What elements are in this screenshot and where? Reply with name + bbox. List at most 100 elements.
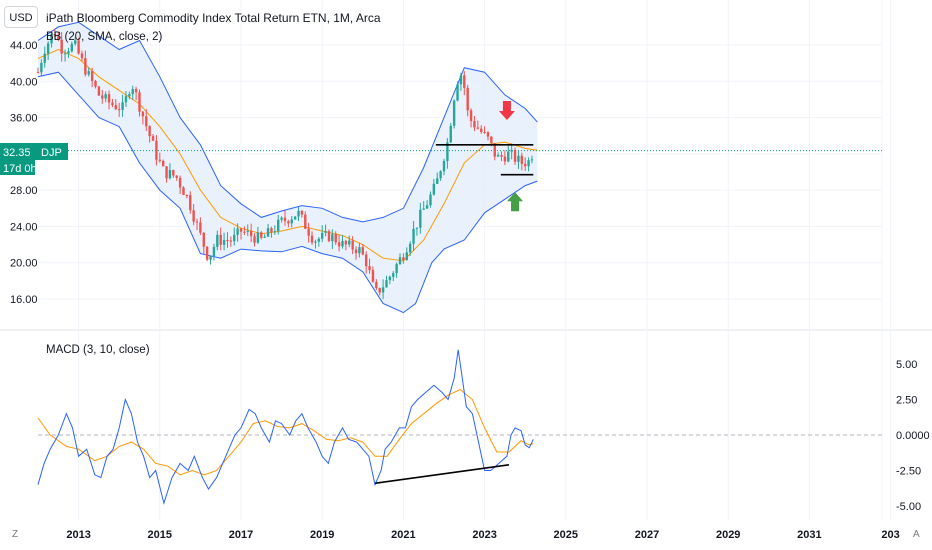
candle-body bbox=[94, 80, 97, 87]
candle-body bbox=[304, 214, 307, 229]
signal-line bbox=[37, 389, 534, 476]
price-tag-countdown: 17d 0h bbox=[3, 163, 37, 175]
candle-body bbox=[277, 219, 280, 232]
candle-body bbox=[503, 156, 507, 162]
candle-body bbox=[121, 102, 124, 110]
arrow-down-icon bbox=[498, 101, 515, 121]
macd-tick-label: 2.50 bbox=[896, 395, 917, 407]
candle-body bbox=[476, 127, 480, 129]
candle-body bbox=[148, 126, 151, 137]
drawings bbox=[435, 101, 534, 212]
candle-body bbox=[480, 128, 483, 132]
candle-body bbox=[249, 230, 253, 237]
candle-body bbox=[134, 88, 138, 93]
candle-body bbox=[524, 163, 527, 167]
candle-body bbox=[307, 228, 310, 236]
candle-body bbox=[219, 234, 222, 245]
candle-body bbox=[246, 230, 249, 232]
price-tag-value: 32.35 bbox=[3, 147, 31, 159]
candle-body bbox=[500, 155, 503, 157]
candle-body bbox=[408, 243, 412, 253]
candle-body bbox=[358, 247, 361, 254]
candle-body bbox=[483, 131, 486, 133]
candle-body bbox=[67, 51, 70, 54]
candle-body bbox=[216, 234, 219, 247]
candle-body bbox=[270, 228, 273, 233]
price-tick-label: 24.00 bbox=[10, 221, 38, 233]
candle-body bbox=[364, 254, 368, 267]
timezone-button[interactable]: Z bbox=[12, 529, 19, 540]
candle-body bbox=[442, 160, 446, 172]
candle-body bbox=[222, 240, 226, 245]
price-tick-label: 44.00 bbox=[10, 40, 38, 52]
candle-body bbox=[486, 132, 490, 137]
time-tick-label: 2015 bbox=[148, 529, 172, 541]
macd-tick-label: -2.50 bbox=[896, 466, 921, 478]
candle-body bbox=[324, 231, 327, 233]
candle-body bbox=[469, 110, 473, 122]
candle-body bbox=[419, 209, 422, 228]
candle-body bbox=[449, 125, 452, 143]
arrow-up-icon bbox=[507, 192, 524, 212]
candle-body bbox=[405, 252, 408, 260]
macd-line bbox=[37, 349, 534, 506]
candle-body bbox=[507, 151, 510, 162]
candle-body bbox=[378, 288, 381, 293]
candle-body bbox=[226, 240, 229, 242]
candle-body bbox=[530, 159, 534, 161]
candle-body bbox=[192, 210, 195, 222]
candle-body bbox=[53, 34, 57, 37]
candle-body bbox=[256, 232, 260, 243]
candle-body bbox=[101, 95, 104, 99]
candle-body bbox=[50, 34, 53, 44]
candle-body bbox=[348, 240, 351, 245]
candle-body bbox=[243, 231, 246, 233]
candle-body bbox=[273, 231, 277, 233]
candle-body bbox=[209, 256, 212, 260]
chart-title: iPath Bloomberg Commodity Index Total Re… bbox=[46, 11, 381, 25]
candle-body bbox=[402, 257, 405, 260]
candle-body bbox=[517, 155, 520, 162]
bb-lower-line bbox=[37, 71, 538, 314]
candle-body bbox=[202, 232, 205, 247]
candle-body bbox=[385, 280, 388, 288]
candle-body bbox=[124, 96, 128, 103]
candle-body bbox=[361, 247, 364, 255]
candle-body bbox=[446, 142, 449, 161]
candle-body bbox=[239, 228, 243, 232]
candle-body bbox=[266, 228, 270, 237]
candle-body bbox=[351, 240, 354, 250]
candle-body bbox=[236, 228, 239, 235]
candle-body bbox=[172, 170, 175, 176]
time-tick-label: 2023 bbox=[472, 529, 496, 541]
candle-body bbox=[425, 205, 429, 209]
candle-body bbox=[253, 236, 256, 243]
candle-body bbox=[178, 177, 182, 188]
candle-body bbox=[368, 266, 371, 271]
macd-legend[interactable]: MACD (3, 10, close) bbox=[46, 344, 150, 356]
candle-body bbox=[74, 40, 77, 44]
time-tick-label: 2017 bbox=[229, 529, 253, 541]
candle-body bbox=[97, 86, 101, 96]
candle-body bbox=[138, 92, 141, 112]
candle-body bbox=[205, 246, 209, 260]
bollinger-bands bbox=[37, 21, 882, 314]
candle-body bbox=[331, 234, 334, 242]
candle-body bbox=[337, 242, 341, 247]
candle-body bbox=[212, 246, 216, 257]
candle-body bbox=[371, 270, 375, 282]
auto-scale-button[interactable]: A bbox=[913, 529, 920, 540]
currency-button[interactable]: USD bbox=[4, 6, 38, 28]
candle-body bbox=[118, 109, 121, 111]
candle-body bbox=[392, 273, 395, 277]
candle-body bbox=[432, 183, 436, 195]
candle-body bbox=[158, 159, 161, 161]
candle-body bbox=[43, 53, 46, 63]
candle-body bbox=[496, 155, 500, 157]
candle-body bbox=[415, 227, 419, 229]
candle-body bbox=[412, 228, 415, 244]
macd-tick-label: 5.00 bbox=[896, 359, 917, 371]
bb-legend[interactable]: BB (20, SMA, close, 2) bbox=[46, 31, 162, 43]
candle-body bbox=[463, 75, 466, 88]
candle-body bbox=[131, 88, 134, 95]
